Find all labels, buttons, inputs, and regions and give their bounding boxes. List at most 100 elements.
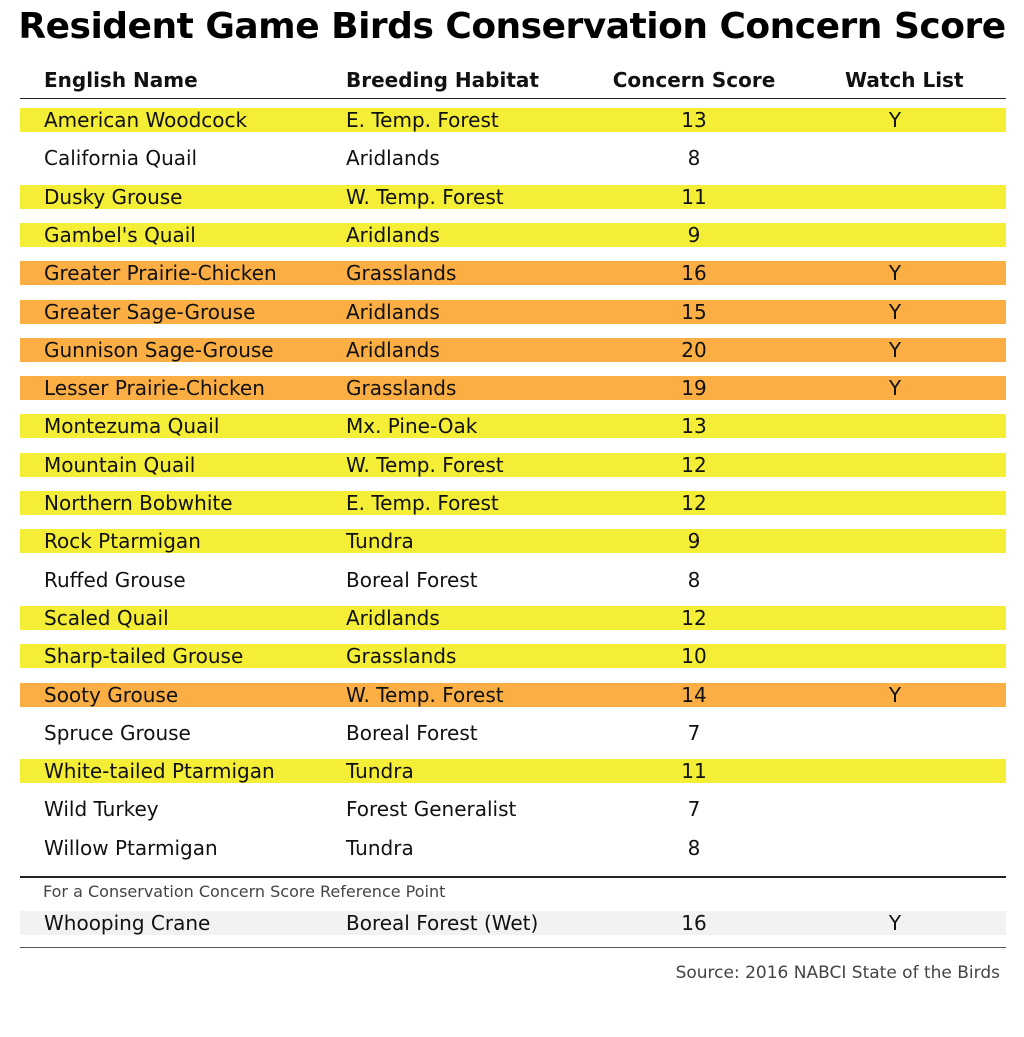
cell-breeding-habitat: Grasslands <box>346 644 457 669</box>
table-row: Greater Sage-Grouse Aridlands 15 Y <box>20 299 1006 324</box>
cell-english-name: American Woodcock <box>44 108 248 132</box>
table-row: Scaled Quail Aridlands 12 <box>20 605 1006 630</box>
cell-concern-score: 9 <box>687 529 701 554</box>
cell-concern-score: 8 <box>687 146 701 171</box>
cell-concern-score: 8 <box>687 835 701 860</box>
cell-breeding-habitat: Aridlands <box>346 222 440 247</box>
cell-english-name: Lesser Prairie-Chicken <box>44 376 265 401</box>
cell-breeding-habitat: E. Temp. Forest <box>346 491 499 515</box>
table-row: Spruce Grouse Boreal Forest 7 <box>20 720 1006 745</box>
header-divider <box>20 98 1006 99</box>
reference-row: Whooping Crane Boreal Forest (Wet) 16 Y <box>20 911 1006 935</box>
chart-title: Resident Game Birds Conservation Concern… <box>18 6 1006 47</box>
table-row: Wild Turkey Forest Generalist 7 <box>20 797 1006 822</box>
source-note: Source: 2016 NABCI State of the Birds <box>675 963 1000 983</box>
cell-watch-list: Y <box>888 261 902 286</box>
cell-english-name: Wild Turkey <box>44 797 159 822</box>
header-breeding-habitat: Breeding Habitat <box>346 68 539 92</box>
cell-english-name: Northern Bobwhite <box>44 491 233 515</box>
header-english-name: English Name <box>44 68 198 92</box>
cell-concern-score: 9 <box>687 222 701 247</box>
cell-breeding-habitat: Grasslands <box>346 376 457 401</box>
cell-concern-score: 12 <box>681 452 707 477</box>
cell-concern-score: 20 <box>681 337 707 362</box>
cell-breeding-habitat: Boreal Forest (Wet) <box>346 911 539 935</box>
cell-concern-score: 11 <box>681 759 707 784</box>
cell-english-name: Spruce Grouse <box>44 720 191 745</box>
table-row: Lesser Prairie-Chicken Grasslands 19 Y <box>20 376 1006 401</box>
cell-concern-score: 11 <box>681 184 707 209</box>
cell-english-name: Gambel's Quail <box>44 222 196 247</box>
cell-concern-score: 12 <box>681 605 707 630</box>
cell-concern-score: 7 <box>687 797 701 822</box>
bottom-divider <box>20 947 1006 948</box>
cell-english-name: White-tailed Ptarmigan <box>44 759 275 784</box>
cell-concern-score: 7 <box>687 720 701 745</box>
cell-concern-score: 16 <box>681 261 707 286</box>
cell-breeding-habitat: W. Temp. Forest <box>346 184 504 209</box>
table-row: California Quail Aridlands 8 <box>20 146 1006 171</box>
table-row: White-tailed Ptarmigan Tundra 11 <box>20 759 1006 784</box>
cell-english-name: Scaled Quail <box>44 605 169 630</box>
cell-english-name: Ruffed Grouse <box>44 567 186 592</box>
cell-breeding-habitat: W. Temp. Forest <box>346 682 504 707</box>
cell-english-name: Dusky Grouse <box>44 184 183 209</box>
table-row: Greater Prairie-Chicken Grasslands 16 Y <box>20 261 1006 286</box>
cell-breeding-habitat: Tundra <box>346 835 414 860</box>
table-row: American Woodcock E. Temp. Forest 13 Y <box>20 108 1006 132</box>
cell-watch-list: Y <box>888 682 902 707</box>
table-row: Northern Bobwhite E. Temp. Forest 12 <box>20 491 1006 515</box>
cell-english-name: Whooping Crane <box>44 911 211 935</box>
table-row: Dusky Grouse W. Temp. Forest 11 <box>20 184 1006 209</box>
cell-english-name: Willow Ptarmigan <box>44 835 218 860</box>
cell-english-name: Sharp-tailed Grouse <box>44 644 244 669</box>
cell-english-name: Gunnison Sage-Grouse <box>44 337 274 362</box>
cell-breeding-habitat: Aridlands <box>346 299 440 324</box>
reference-divider <box>20 876 1006 878</box>
cell-breeding-habitat: Aridlands <box>346 605 440 630</box>
cell-breeding-habitat: Boreal Forest <box>346 567 478 592</box>
table-row: Ruffed Grouse Boreal Forest 8 <box>20 567 1006 592</box>
cell-breeding-habitat: Grasslands <box>346 261 457 286</box>
cell-concern-score: 15 <box>681 299 707 324</box>
cell-breeding-habitat: Forest Generalist <box>346 797 517 822</box>
header-concern-score: Concern Score <box>612 68 776 92</box>
header-watch-list: Watch List <box>845 68 964 92</box>
cell-english-name: Montezuma Quail <box>44 414 220 439</box>
cell-english-name: Greater Prairie-Chicken <box>44 261 277 286</box>
cell-watch-list: Y <box>888 911 902 935</box>
cell-english-name: California Quail <box>44 146 198 171</box>
cell-breeding-habitat: Tundra <box>346 529 414 554</box>
table-row: Sooty Grouse W. Temp. Forest 14 Y <box>20 682 1006 707</box>
cell-breeding-habitat: Mx. Pine-Oak <box>346 414 478 439</box>
table-row: Montezuma Quail Mx. Pine-Oak 13 <box>20 414 1006 439</box>
cell-breeding-habitat: E. Temp. Forest <box>346 108 499 132</box>
table-row: Gambel's Quail Aridlands 9 <box>20 222 1006 247</box>
cell-breeding-habitat: Aridlands <box>346 146 440 171</box>
cell-breeding-habitat: Aridlands <box>346 337 440 362</box>
table-row: Sharp-tailed Grouse Grasslands 10 <box>20 644 1006 669</box>
cell-concern-score: 8 <box>687 567 701 592</box>
cell-watch-list: Y <box>888 337 902 362</box>
cell-english-name: Sooty Grouse <box>44 682 179 707</box>
cell-english-name: Rock Ptarmigan <box>44 529 201 554</box>
reference-note: For a Conservation Concern Score Referen… <box>43 882 446 901</box>
table-row: Willow Ptarmigan Tundra 8 <box>20 835 1006 860</box>
cell-watch-list: Y <box>888 299 902 324</box>
cell-concern-score: 12 <box>681 491 707 515</box>
table-row: Rock Ptarmigan Tundra 9 <box>20 529 1006 554</box>
cell-watch-list: Y <box>888 376 902 401</box>
cell-concern-score: 19 <box>681 376 707 401</box>
cell-concern-score: 13 <box>681 414 707 439</box>
cell-concern-score: 16 <box>681 911 707 935</box>
cell-concern-score: 13 <box>681 108 707 132</box>
cell-concern-score: 10 <box>681 644 707 669</box>
cell-english-name: Mountain Quail <box>44 452 196 477</box>
cell-watch-list: Y <box>888 108 902 132</box>
cell-breeding-habitat: W. Temp. Forest <box>346 452 504 477</box>
cell-english-name: Greater Sage-Grouse <box>44 299 256 324</box>
table-row: Mountain Quail W. Temp. Forest 12 <box>20 452 1006 477</box>
cell-concern-score: 14 <box>681 682 707 707</box>
cell-breeding-habitat: Boreal Forest <box>346 720 478 745</box>
cell-breeding-habitat: Tundra <box>346 759 414 784</box>
